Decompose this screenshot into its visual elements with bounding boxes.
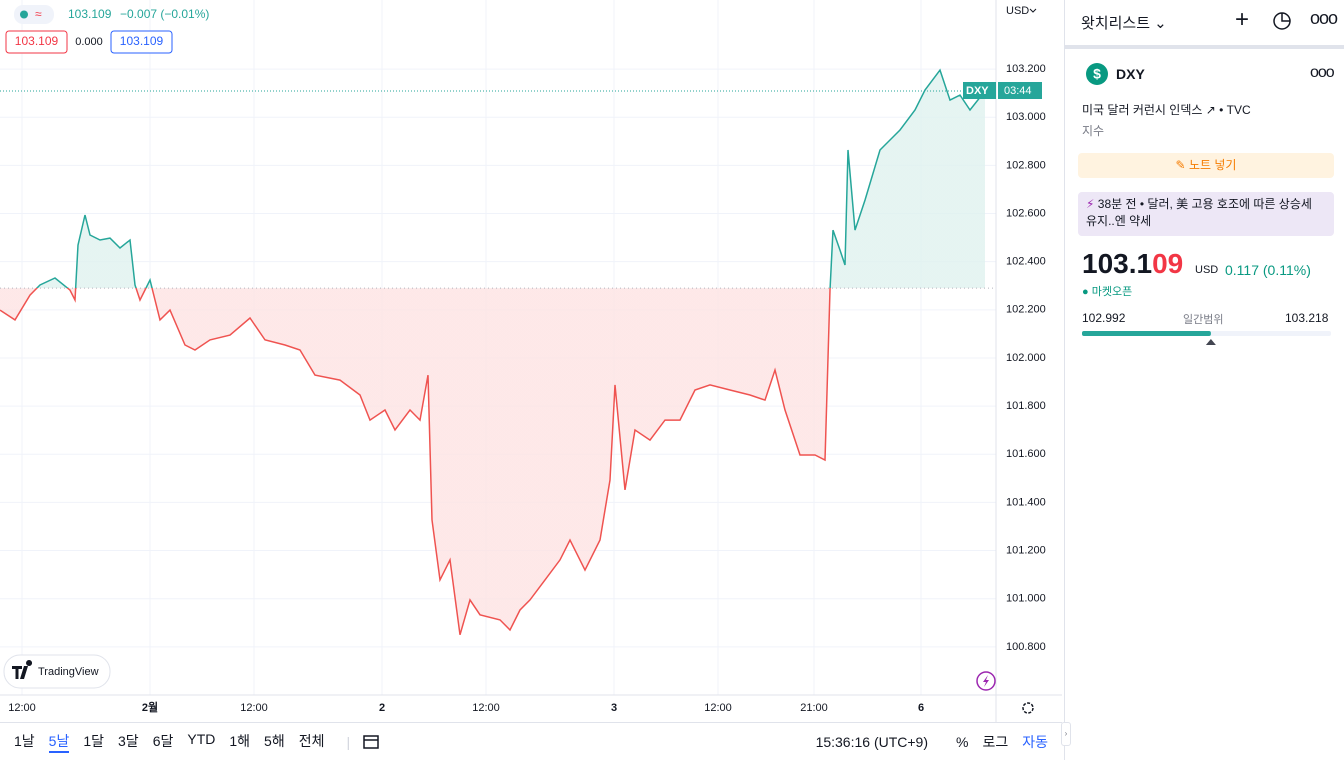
countdown-tag [998, 81, 1042, 99]
price: 103.109 [1082, 248, 1183, 280]
svg-text:$: $ [1093, 66, 1101, 82]
add-icon[interactable]: + [1235, 6, 1250, 33]
range-fill [1082, 331, 1211, 336]
x-tick-label: 12:00 [8, 702, 36, 714]
event-icon [983, 675, 989, 687]
countdown-label: 03:44 [1004, 85, 1032, 97]
symbol-logo: $ [1086, 63, 1108, 85]
y-tick-label: 102.200 [1006, 304, 1046, 316]
currency: USD [1006, 5, 1029, 17]
news-headline: 달러, 美 고용 호조에 따른 상승세 유지..엔 약세 [1086, 197, 1312, 228]
y-tick-label: 102.800 [1006, 159, 1046, 171]
price-tag [963, 81, 996, 99]
panel-toggle[interactable]: › [1061, 722, 1071, 746]
status-dot [20, 10, 28, 19]
range-button[interactable]: 1달 [83, 733, 105, 749]
range-button[interactable]: 전체 [298, 733, 325, 749]
branding: TradingView [38, 666, 99, 678]
range-bar [1082, 331, 1331, 345]
clock: 15:36:16 (UTC+9) [815, 734, 929, 750]
y-tick-label: 101.000 [1006, 593, 1046, 605]
range-button[interactable]: 1날 [14, 733, 35, 749]
x-tick-label: 12:00 [240, 702, 268, 714]
watchlist-title: 왓치리스트 [1081, 15, 1151, 32]
source: TVC [1226, 103, 1251, 117]
auto-toggle[interactable]: 자동 [1022, 734, 1048, 750]
price-box-label: 103.109 [15, 34, 59, 48]
y-tick-label: 103.200 [1006, 63, 1046, 75]
range-button[interactable]: 5날 [48, 731, 70, 753]
y-tick-label: 100.800 [1006, 641, 1046, 653]
note-button[interactable]: ✎ 노트 넣기 [1078, 153, 1334, 178]
range-marker [1205, 339, 1216, 345]
price-box-label: 0.000 [75, 36, 103, 48]
range-button[interactable]: 5해 [264, 733, 285, 749]
y-tick-label: 103.000 [1006, 111, 1046, 123]
chart-icon[interactable] [1271, 10, 1293, 32]
price-box-label: 103.109 [120, 34, 164, 48]
price-change: 0.117 (0.11%) [1225, 262, 1311, 278]
status-pill[interactable] [14, 5, 54, 24]
price-box [5, 30, 68, 54]
price-currency: USD [1195, 264, 1219, 276]
area [0, 70, 985, 635]
x-tick-label: 12:00 [472, 702, 500, 714]
y-tick-label: 102.400 [1006, 256, 1046, 268]
range-buttons: 1날 5날 1달 3달 6달 YTD 1해 5해 전체 [0, 731, 324, 753]
price-major: 103.1 [1082, 248, 1153, 279]
watchlist-panel: 왓치리스트 ⌄ + ooo $ DXY ooo 미국 달러 커런시 인덱스 ↗ … [1064, 0, 1344, 760]
x-tick-label: 6 [918, 702, 924, 714]
y-tick-label: 101.200 [1006, 544, 1046, 556]
symbol-kind: 지수 [1082, 124, 1105, 138]
range-low: 102.992 [1082, 311, 1126, 325]
log-toggle[interactable]: 로그 [982, 734, 1009, 750]
branding-logo [12, 660, 33, 679]
y-tick-label: 101.400 [1006, 496, 1046, 508]
x-tick-label: 21:00 [800, 702, 828, 714]
y-tick-label: 101.600 [1006, 448, 1046, 460]
range-button[interactable]: 1해 [229, 733, 251, 749]
range-high: 103.218 [1285, 311, 1329, 325]
symbol: DXY [1116, 66, 1145, 82]
more-icon[interactable]: ooo [1310, 64, 1335, 81]
x-tick-label: 2월 [142, 700, 158, 714]
range-button[interactable]: 6달 [152, 733, 174, 749]
more-icon[interactable]: ooo [1310, 8, 1338, 28]
price-tag-label: DXY [966, 85, 989, 97]
price-minor: 09 [1152, 248, 1184, 279]
x-tick-label: 2 [379, 702, 385, 714]
range-button[interactable]: 3달 [118, 733, 139, 749]
legend-change: −0.007 (−0.01%) [120, 7, 209, 21]
settings-icon[interactable] [1022, 702, 1034, 714]
legend-last: 103.109 [68, 7, 112, 21]
percent-toggle[interactable]: % [956, 734, 969, 750]
y-tick-label: 102.600 [1006, 207, 1046, 219]
watchlist-title[interactable]: 왓치리스트 ⌄ [1081, 15, 1167, 32]
range-button[interactable]: YTD [187, 731, 216, 747]
x-tick-label: 12:00 [704, 702, 732, 714]
y-tick-label: 102.000 [1006, 352, 1046, 364]
x-tick-label: 3 [611, 702, 617, 714]
bottom-toolbar: 1날 5날 1달 3달 6달 YTD 1해 5해 전체 | 15:36:16 (UTC+9) %… [0, 722, 1062, 761]
status-icon: ≈ [35, 7, 42, 21]
range-label: 일간범위 [1183, 314, 1224, 326]
price-line [0, 68, 986, 636]
news-card[interactable]: ⚡ 38분 전 • 달러, 美 고용 호조에 따른 상승세 유지..엔 약세 [1078, 192, 1334, 236]
divider [1065, 45, 1344, 49]
chart: USD TradingView ≈ 103.109 −0.007 (−0.01%… [0, 0, 1062, 722]
description: 미국 달러 커런시 인덱스 [1082, 103, 1203, 117]
news-time: 38분 전 [1097, 197, 1137, 211]
symbol-description: 미국 달러 커런시 인덱스 ↗ • TVC [1082, 103, 1251, 117]
market-status-label: 마켓오픈 [1091, 286, 1133, 298]
dropdown-icon[interactable] [1029, 8, 1037, 13]
y-tick-label: 101.800 [1006, 400, 1046, 412]
goto-date-icon[interactable] [362, 733, 380, 751]
market-status: ● 마켓오픈 [1082, 286, 1133, 298]
separator: | [346, 734, 351, 750]
note-label: 노트 넣기 [1188, 158, 1237, 172]
price-box [110, 30, 173, 54]
